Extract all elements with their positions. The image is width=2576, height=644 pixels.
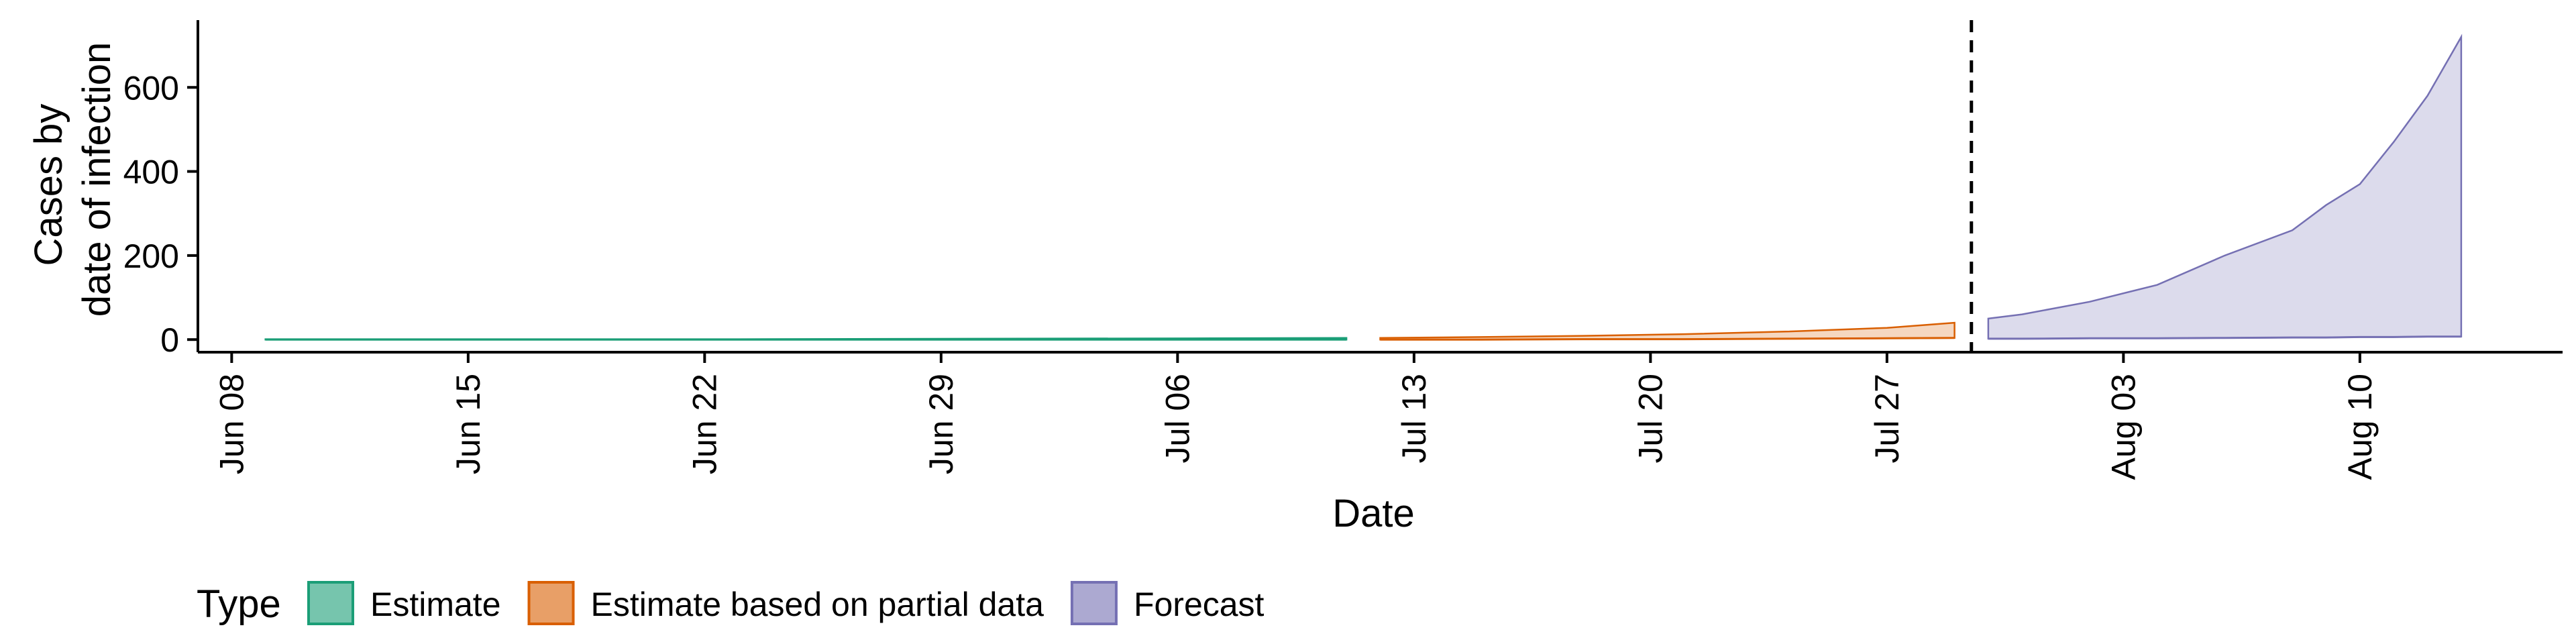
x-tick-label: Jul 20 xyxy=(1631,374,1669,463)
series-layer xyxy=(264,34,2463,341)
series-lower-line-forecast xyxy=(1988,335,2461,340)
legend-swatch-estimate xyxy=(307,581,354,625)
axes xyxy=(197,20,2563,354)
series-ribbon-estimate-based-on-partial-data xyxy=(1379,321,1955,341)
x-tick-label: Jun 22 xyxy=(686,374,723,474)
legend: Type Estimate Estimate based on partial d… xyxy=(197,581,1265,626)
legend-label-estimate: Estimate xyxy=(370,586,501,623)
x-tick-label: Jun 29 xyxy=(922,374,960,474)
x-tick-label: Jul 13 xyxy=(1395,374,1433,463)
legend-swatch-estimate-based-on-partial-data xyxy=(527,581,575,625)
y-tick-label: 200 xyxy=(123,237,179,275)
x-tick-label: Aug 10 xyxy=(2341,374,2379,480)
y-tick-label: 400 xyxy=(123,154,179,191)
y-axis-title-line-2: date of infection xyxy=(75,42,119,317)
legend-title: Type xyxy=(197,582,281,626)
legend-label-forecast: Forecast xyxy=(1134,586,1265,623)
x-tick-label: Jun 08 xyxy=(213,374,250,474)
series-ribbon-forecast xyxy=(1987,34,2463,340)
x-tick-label: Jun 15 xyxy=(449,374,487,474)
legend-label-estimate-based-on-partial-data: Estimate based on partial data xyxy=(591,586,1044,623)
x-axis-title: Date xyxy=(1332,492,1415,535)
y-axis-title: Cases by date of infection xyxy=(27,42,119,317)
series-lower-line-estimate-based-on-partial-data xyxy=(1380,337,1955,341)
y-tick-label: 0 xyxy=(160,321,179,359)
y-tick-label: 600 xyxy=(123,69,179,107)
x-tick-label: Jul 06 xyxy=(1159,374,1196,463)
legend-swatch-forecast xyxy=(1070,581,1118,625)
y-axis-title-line-1: Cases by xyxy=(27,104,70,266)
y-ticks: 0 200 400 600 xyxy=(123,69,198,359)
x-tick-label: Jul 27 xyxy=(1868,374,1906,463)
x-tick-label: Aug 03 xyxy=(2104,374,2142,480)
x-ticks: Jun 08 Jun 15 Jun 22 Jun 29 Jul 06 Jul 13 Jul … xyxy=(213,352,2379,480)
